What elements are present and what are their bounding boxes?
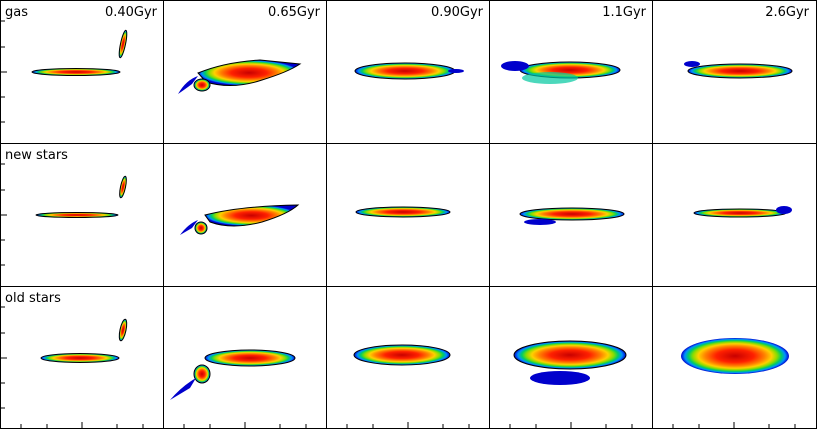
time-label-col-1: 0.40Gyr (105, 5, 158, 20)
time-label-col-5: 2.6Gyr (765, 5, 809, 20)
panel-new-stars-2.6gyr (693, 206, 792, 218)
panel-new-stars-1.1gyr (519, 207, 625, 225)
panel-new-stars-0.90gyr (355, 206, 451, 218)
time-label-col-4: 1.1Gyr (602, 5, 646, 20)
time-label-col-2: 0.65Gyr (268, 5, 321, 20)
panel-gas-0.40gyr (31, 29, 128, 76)
panel-new-stars-0.40gyr (35, 175, 127, 218)
panel-gas-2.6gyr (684, 61, 793, 79)
tick-marks (0, 20, 796, 429)
component-label-row-3: old stars (5, 291, 61, 306)
panel-gas-0.65gyr (178, 59, 302, 94)
panel-old-stars-1.1gyr (513, 340, 627, 385)
panel-old-stars-0.65gyr (170, 349, 296, 400)
panel-old-stars-0.40gyr (40, 318, 128, 363)
panel-old-stars-2.6gyr (681, 338, 789, 374)
component-label-row-1: gas (5, 5, 28, 20)
time-label-col-3: 0.90Gyr (431, 5, 484, 20)
panel-old-stars-0.90gyr (353, 344, 451, 366)
panel-gas-0.90gyr (354, 62, 464, 80)
panel-new-stars-0.65gyr (180, 204, 300, 235)
component-label-row-2: new stars (5, 148, 68, 163)
panel-gas-1.1gyr (501, 61, 621, 84)
